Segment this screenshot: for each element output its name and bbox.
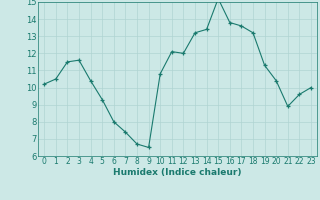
X-axis label: Humidex (Indice chaleur): Humidex (Indice chaleur) bbox=[113, 168, 242, 177]
